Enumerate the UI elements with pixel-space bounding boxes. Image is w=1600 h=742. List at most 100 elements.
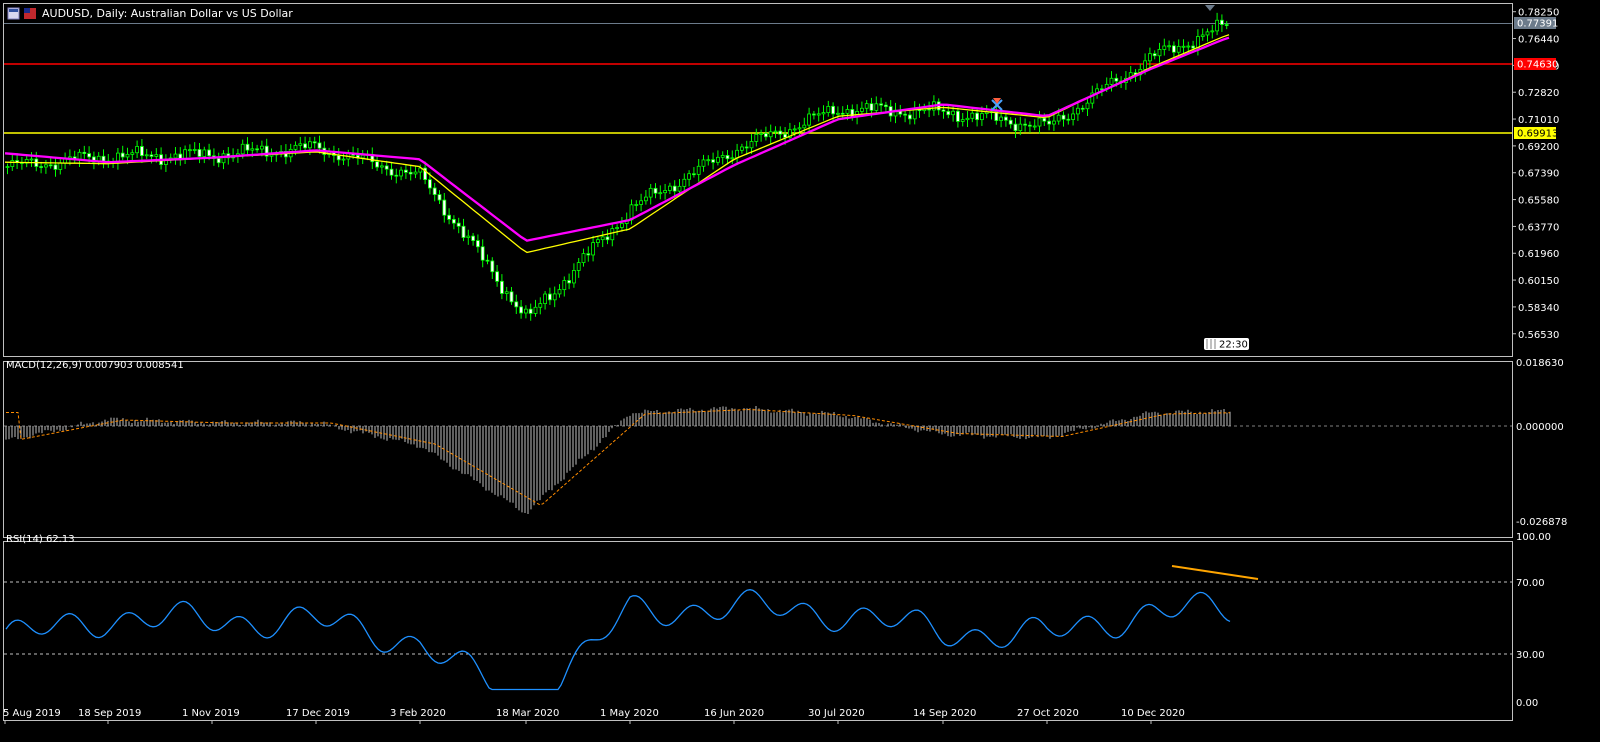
- macd-label: MACD(12,26,9) 0.007903 0.008541: [6, 360, 184, 371]
- candle-body: [1157, 49, 1162, 57]
- candle-body: [879, 103, 883, 106]
- candle-body: [1052, 120, 1056, 125]
- candle-body: [1205, 31, 1210, 36]
- candle-body: [764, 133, 768, 138]
- candle-body: [293, 144, 298, 150]
- candle-body: [749, 141, 754, 149]
- candle-body: [999, 116, 1003, 121]
- chart-title: AUDUSD, Daily: Australian Dollar vs US D…: [42, 7, 293, 20]
- candle-body: [802, 124, 807, 129]
- x-tick-label: 5 Aug 2019: [3, 708, 61, 719]
- price-ytick: 0.78250: [1518, 8, 1559, 19]
- x-tick-label: 1 Nov 2019: [182, 708, 240, 719]
- candle-body: [1172, 45, 1176, 53]
- candle-body: [653, 187, 658, 194]
- candle-body: [908, 114, 912, 120]
- candle-body: [644, 196, 648, 202]
- price-ytick: 0.56530: [1518, 330, 1559, 341]
- x-axis: 5 Aug 2019 18 Sep 2019 1 Nov 2019 17 Dec 20…: [3, 708, 1185, 724]
- candle-body: [101, 155, 106, 162]
- candle-body: [447, 214, 452, 220]
- candle-body: [816, 113, 821, 116]
- candle-body: [567, 280, 571, 284]
- candle-body: [658, 192, 663, 195]
- candle-body: [797, 127, 802, 130]
- price-ytick: 0.72820: [1518, 88, 1559, 99]
- candle-body: [768, 131, 773, 138]
- candle-body: [1143, 60, 1147, 70]
- resistance-price-label: 0.74630: [1514, 58, 1558, 71]
- candle-body: [1066, 118, 1071, 121]
- candle-body: [788, 129, 792, 138]
- candle-body: [663, 190, 667, 194]
- candle-body: [1176, 46, 1181, 53]
- candle-body: [759, 133, 763, 135]
- svg-text:0.69913: 0.69913: [1517, 129, 1558, 140]
- candle-body: [336, 155, 341, 161]
- candle-body: [1076, 107, 1080, 115]
- candle-body: [874, 103, 879, 111]
- candle-body: [1090, 92, 1095, 104]
- candle-body: [1220, 19, 1224, 25]
- candles: [5, 12, 1229, 321]
- candle-body: [548, 293, 552, 301]
- macd-ytick-top: 0.018630: [1516, 358, 1564, 369]
- candle-body: [696, 165, 701, 175]
- candle-body: [778, 130, 783, 135]
- candle-body: [869, 103, 874, 111]
- chart-window-icon[interactable]: [7, 7, 20, 20]
- candle-body: [792, 128, 797, 131]
- candle-body: [701, 159, 706, 167]
- candle-body: [1032, 125, 1037, 128]
- candle-body: [744, 146, 749, 149]
- candle-body: [639, 200, 643, 205]
- candle-body: [524, 308, 528, 314]
- candle-body: [884, 104, 888, 107]
- candle-body: [836, 112, 840, 115]
- candle-body: [514, 301, 519, 308]
- candle-body: [903, 113, 907, 116]
- price-ytick: 0.76440: [1518, 35, 1559, 46]
- candle-body: [39, 166, 43, 168]
- candle-body: [1152, 53, 1157, 57]
- candle-body: [1085, 102, 1090, 110]
- candle-body: [144, 154, 149, 157]
- candle-body: [1042, 117, 1047, 122]
- candle-body: [730, 157, 735, 160]
- candle-body: [10, 160, 15, 167]
- candle-body: [677, 185, 682, 192]
- trade-marker-icon[interactable]: [991, 98, 1003, 111]
- candle-body: [480, 246, 485, 261]
- candle-body: [634, 204, 639, 206]
- rsi-line: [5, 589, 1231, 691]
- rsi-trendline[interactable]: [1171, 565, 1259, 580]
- macd-ytick-zero: 0.000000: [1516, 422, 1564, 433]
- candle-body: [1215, 19, 1219, 32]
- candle-body: [716, 156, 720, 163]
- candle-body: [543, 293, 547, 304]
- candle-body: [485, 259, 490, 262]
- candle-body: [187, 149, 192, 152]
- candle-body: [533, 306, 538, 314]
- candle-body: [379, 165, 384, 168]
- candle-body: [207, 149, 212, 157]
- candle-body: [706, 159, 711, 162]
- price-ytick: 0.65580: [1518, 196, 1559, 207]
- candle-body: [581, 253, 586, 264]
- candle-body: [432, 187, 437, 195]
- candle-body: [1071, 113, 1075, 120]
- macd-ytick-bottom: -0.026878: [1516, 517, 1567, 528]
- candle-body: [682, 178, 687, 187]
- price-ytick: 0.67390: [1518, 169, 1559, 180]
- candle-body: [586, 253, 591, 256]
- candle-body: [475, 240, 480, 248]
- support-price-label: 0.69913: [1514, 127, 1558, 140]
- candle-body: [845, 109, 850, 114]
- candle-body: [538, 303, 543, 308]
- candle-body: [173, 153, 178, 159]
- candle-body: [850, 109, 855, 118]
- candle-body: [389, 168, 394, 176]
- rsi-ytick-30: 30.00: [1516, 650, 1545, 661]
- candle-body: [687, 173, 691, 180]
- candle-body: [648, 187, 653, 198]
